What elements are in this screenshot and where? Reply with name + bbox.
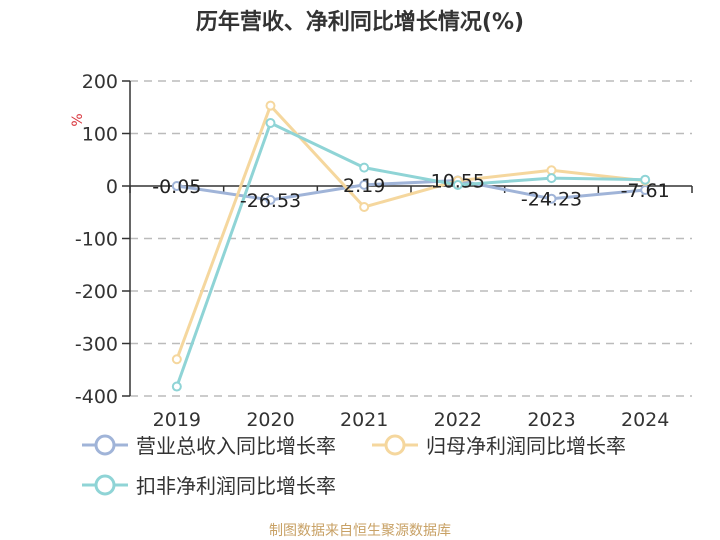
y-tick-label: -200	[75, 281, 118, 303]
x-tick-label: 2021	[340, 409, 388, 431]
legend-item-deducted-profit[interactable]: 扣非净利润同比增长率	[80, 470, 336, 499]
point-deducted-profit	[171, 381, 182, 392]
y-tick-label: 200	[82, 71, 118, 93]
legend-item-revenue[interactable]: 营业总收入同比增长率	[80, 430, 336, 459]
legend-marker-parent-profit	[372, 434, 418, 455]
source-footer: 制图数据来自恒生聚源数据库	[269, 523, 451, 539]
series-lines	[171, 100, 651, 392]
y-axis-unit: %	[70, 113, 86, 126]
point-parent-profit	[546, 165, 557, 176]
y-tick-label: 0	[106, 176, 118, 198]
point-parent-profit	[265, 100, 276, 111]
y-tick-label: -300	[75, 334, 118, 356]
data-label-revenue: 10.55	[431, 170, 485, 192]
series-line-parent-profit	[175, 102, 646, 360]
data-label-revenue: -0.05	[152, 176, 201, 198]
x-tick-label: 2024	[621, 409, 669, 431]
point-revenue	[546, 193, 557, 204]
data-label-revenue: 2.19	[343, 175, 385, 197]
grid-lines	[130, 80, 692, 397]
point-deducted-profit	[359, 162, 370, 173]
point-revenue	[640, 184, 651, 195]
axes: 200 100 0 -100 -200 -300 -400 2019 2020 2021 2022 2…	[70, 71, 693, 431]
x-tick-label: 2022	[434, 409, 482, 431]
point-revenue	[265, 194, 276, 205]
point-deducted-profit	[546, 173, 557, 184]
point-parent-profit	[171, 354, 182, 365]
data-label-revenue: -26.53	[240, 190, 301, 212]
point-revenue	[171, 181, 182, 192]
legend-label-revenue: 营业总收入同比增长率	[136, 434, 336, 458]
y-tick-label: -400	[75, 386, 118, 408]
x-tick-label: 2019	[153, 409, 201, 431]
data-label-revenue: -24.23	[521, 189, 582, 211]
x-tick-label: 2020	[246, 409, 294, 431]
data-labels: -0.05 -26.53 2.19 10.55 -24.23 -7.61	[152, 170, 670, 211]
point-revenue	[359, 179, 370, 190]
point-parent-profit	[359, 202, 370, 212]
chart-title: 历年营收、净利同比增长情况(%)	[195, 10, 525, 35]
y-tick-label: -100	[75, 229, 118, 251]
legend-label-parent-profit: 归母净利润同比增长率	[426, 434, 626, 458]
legend-marker-revenue	[82, 434, 128, 455]
data-label-revenue: -7.61	[621, 180, 670, 202]
legend-label-deducted-profit: 扣非净利润同比增长率	[136, 474, 336, 498]
point-deducted-profit	[452, 179, 463, 190]
x-tick-label: 2023	[527, 409, 575, 431]
y-tick-label: 100	[82, 124, 118, 146]
legend-marker-deducted-profit	[82, 474, 128, 495]
series-line-deducted-profit	[175, 120, 646, 388]
point-deducted-profit	[265, 118, 276, 128]
legend-item-parent-profit[interactable]: 归母净利润同比增长率	[370, 430, 626, 459]
point-deducted-profit	[640, 174, 651, 185]
series-line-revenue	[176, 178, 646, 202]
